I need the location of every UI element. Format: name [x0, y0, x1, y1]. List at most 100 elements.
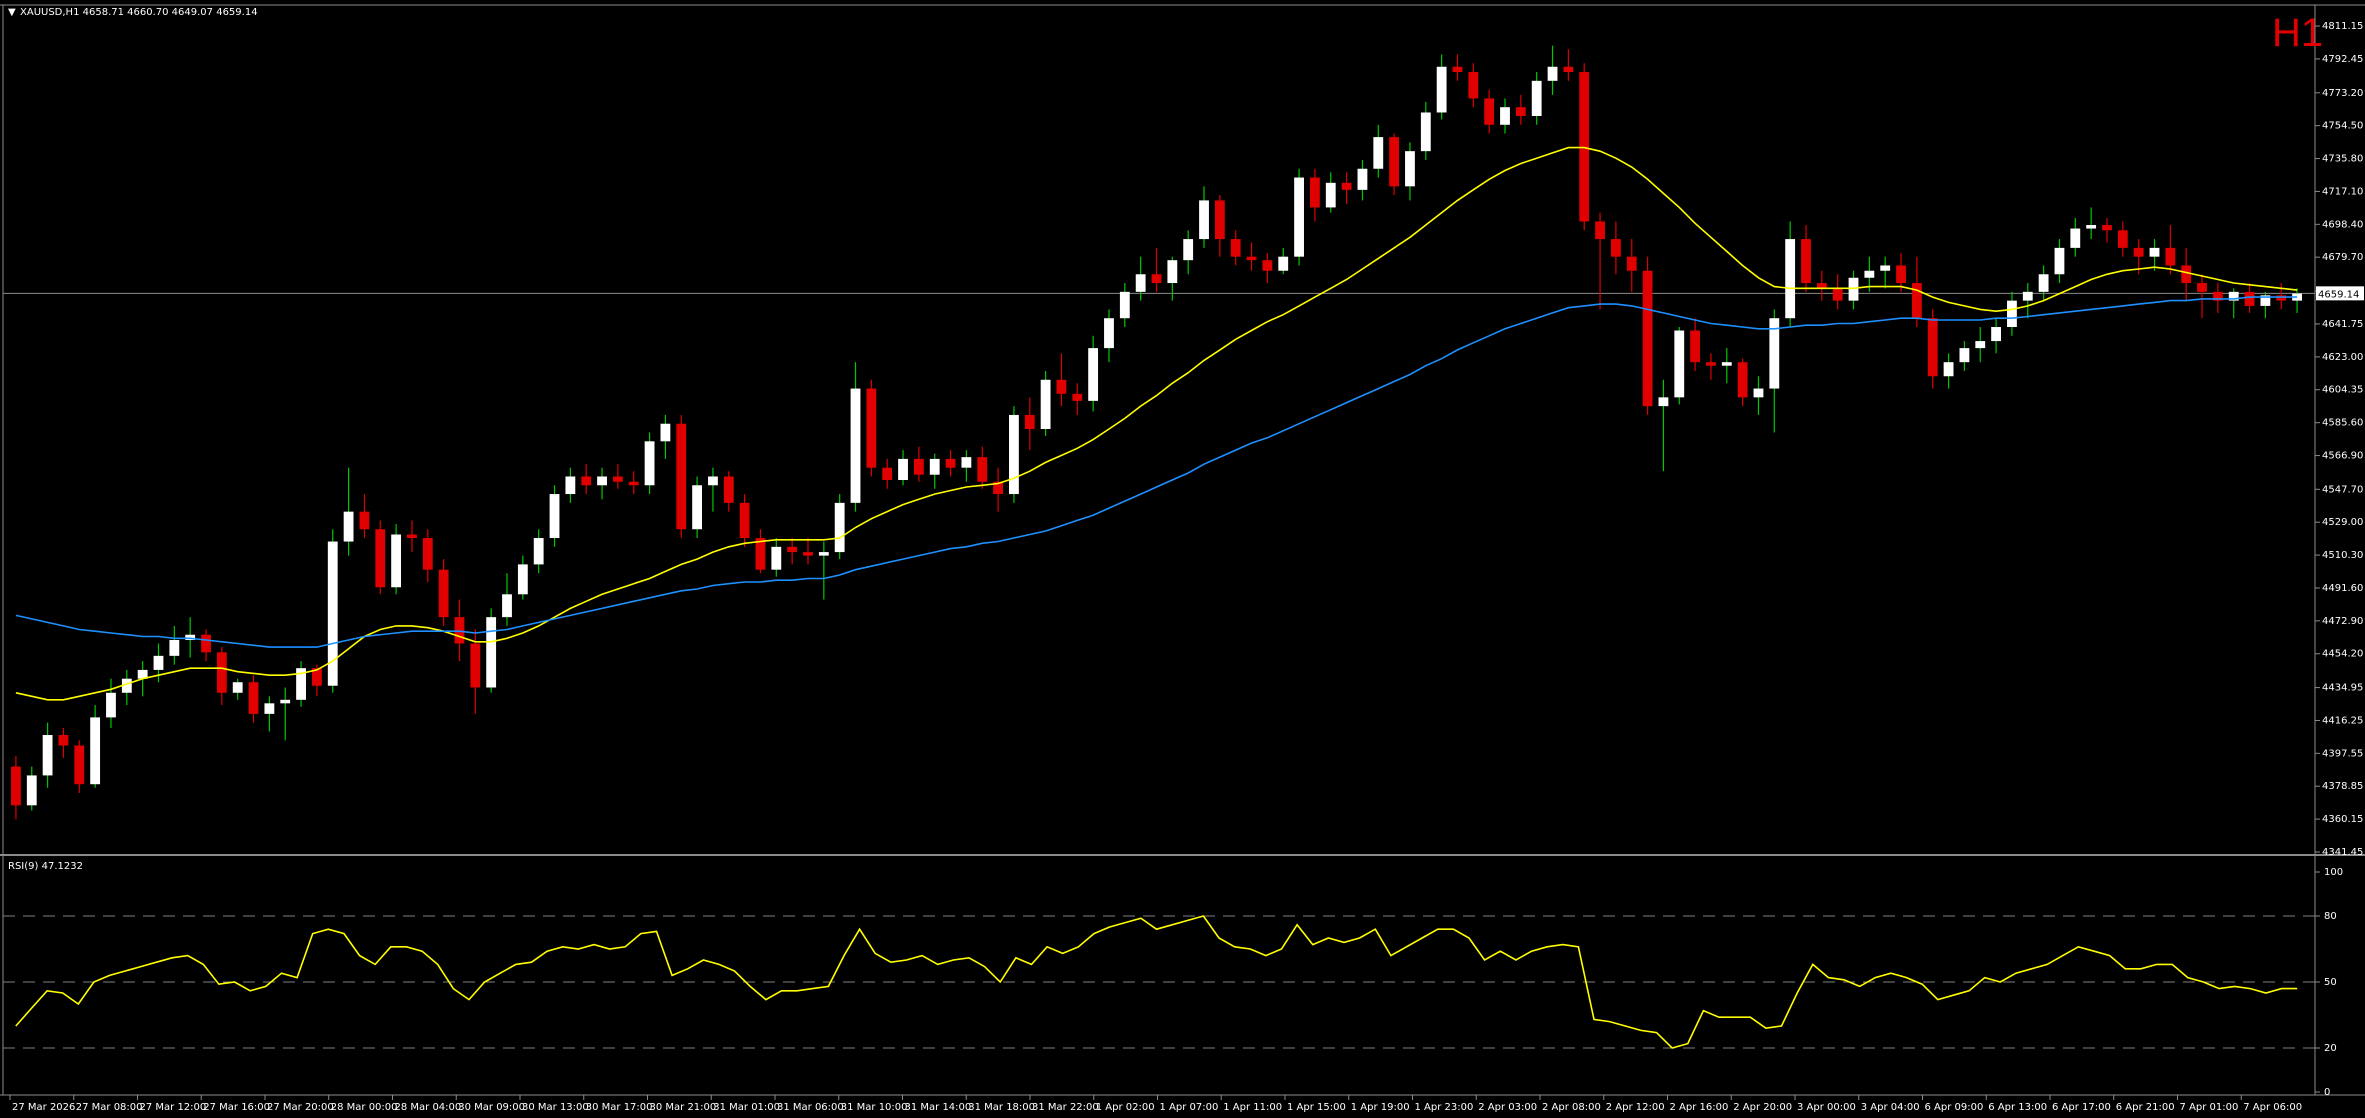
rsi-tick-label: 0: [2324, 1087, 2330, 1098]
candle-body: [549, 494, 560, 539]
candle-body: [1927, 318, 1938, 377]
menu-triangle-icon[interactable]: ▼: [8, 7, 16, 18]
price-tick-label: 4773.20: [2322, 88, 2363, 99]
timeframe-label: H1: [2272, 11, 2323, 55]
candle-body: [517, 564, 528, 595]
candle-body: [2007, 300, 2017, 328]
candle-body: [1975, 341, 1986, 349]
time-tick-label: 6 Apr 09:00: [1925, 1102, 1984, 1113]
candle-body: [1658, 397, 1669, 407]
candle-body: [2244, 291, 2255, 306]
candle-body: [1104, 318, 1114, 349]
price-tick-label: 4698.40: [2322, 219, 2363, 230]
candle-body: [597, 476, 607, 486]
time-tick-label: 1 Apr 19:00: [1351, 1102, 1410, 1113]
price-tick-label: 4547.70: [2322, 484, 2363, 495]
price-tick-label: 4735.80: [2322, 154, 2363, 165]
candle-body: [961, 457, 972, 468]
candle-body: [42, 734, 53, 776]
time-tick-label: 6 Apr 17:00: [2052, 1102, 2111, 1113]
candle-body: [502, 594, 512, 618]
candle-body: [1246, 256, 1257, 261]
time-tick-label: 3 Apr 00:00: [1797, 1102, 1856, 1113]
rsi-tick-label: 80: [2324, 911, 2337, 922]
candle-body: [2102, 225, 2112, 231]
time-tick-label: 31 Mar 22:00: [1032, 1102, 1099, 1113]
candle-body: [898, 458, 908, 480]
candle-body: [1484, 98, 1495, 125]
candle-body: [216, 652, 227, 693]
candle-body: [1341, 182, 1352, 190]
price-tick-label: 4341.45: [2322, 847, 2363, 858]
candle-body: [280, 699, 291, 704]
candle-body: [2149, 247, 2160, 257]
candle-body: [1595, 221, 1605, 240]
price-tick-label: 4754.50: [2322, 121, 2363, 132]
candle-body: [74, 745, 85, 785]
candle-body: [1563, 66, 1574, 73]
candle-body: [2181, 265, 2192, 284]
candle-body: [1135, 274, 1146, 292]
candle-body: [2276, 295, 2287, 301]
candle-body: [1626, 256, 1637, 271]
candle-body: [2054, 247, 2065, 275]
candle-body: [1706, 362, 1716, 366]
time-tick-label: 27 Mar 08:00: [76, 1102, 143, 1113]
price-tick-label: 4416.25: [2322, 715, 2363, 726]
price-tick-label: 4811.15: [2322, 21, 2363, 32]
candle-body: [882, 467, 893, 480]
candle-body: [565, 476, 576, 495]
rsi-line: [15, 915, 2298, 1049]
price-tick-label: 4529.00: [2322, 517, 2363, 528]
candle-body: [1991, 327, 2002, 342]
candle-body: [2197, 283, 2207, 292]
candle-body: [121, 678, 132, 693]
candle-body: [1072, 393, 1083, 401]
candle-body: [1642, 270, 1653, 407]
candle-body: [1199, 200, 1209, 240]
price-tick-label: 4434.95: [2322, 683, 2363, 694]
candle-body: [850, 388, 861, 503]
candle-body: [2038, 274, 2049, 292]
candle-body: [1801, 239, 1811, 284]
candle-body: [1816, 283, 1827, 289]
price-pane: [3, 45, 2315, 820]
candle-body: [1911, 283, 1922, 319]
time-tick-label: 30 Mar 09:00: [458, 1102, 525, 1113]
candle-body: [1088, 348, 1099, 401]
candle-body: [407, 534, 417, 539]
candle-body: [1864, 270, 1875, 278]
candle-body: [913, 458, 924, 475]
candle-body: [1278, 256, 1289, 271]
price-tick-label: 4604.35: [2322, 385, 2363, 396]
candle-body: [929, 458, 940, 475]
time-tick-label: 27 Mar 12:00: [140, 1102, 207, 1113]
candle-body: [185, 634, 196, 641]
rsi-tick-label: 50: [2324, 977, 2337, 988]
candle-body: [2086, 225, 2097, 229]
candle-body: [1119, 291, 1130, 319]
candle-body: [676, 423, 687, 530]
time-tick-label: 2 Apr 03:00: [1478, 1102, 1537, 1113]
candle-body: [454, 617, 465, 644]
candle-body: [612, 476, 623, 482]
candle-body: [866, 388, 877, 468]
candle-body: [771, 546, 782, 570]
candle-body: [1832, 288, 1843, 301]
time-tick-label: 27 Mar 20:00: [267, 1102, 334, 1113]
candle-body: [1880, 265, 1891, 271]
candle-body: [1325, 182, 1336, 208]
candle-body: [359, 511, 370, 530]
axes: 4811.15 4792.45 4773.20 4754.50 4735.80 4717.…: [9, 21, 2364, 1113]
candle-body: [438, 569, 449, 618]
time-tick-label: 31 Mar 01:00: [713, 1102, 780, 1113]
candle-body: [1896, 265, 1906, 284]
time-tick-label: 31 Mar 06:00: [777, 1102, 844, 1113]
time-tick-label: 1 Apr 11:00: [1223, 1102, 1282, 1113]
candle-body: [660, 423, 671, 442]
candle-body: [1405, 151, 1415, 187]
time-tick-label: 7 Apr 01:00: [2180, 1102, 2239, 1113]
candle-body: [818, 552, 829, 556]
candle-body: [739, 502, 750, 539]
